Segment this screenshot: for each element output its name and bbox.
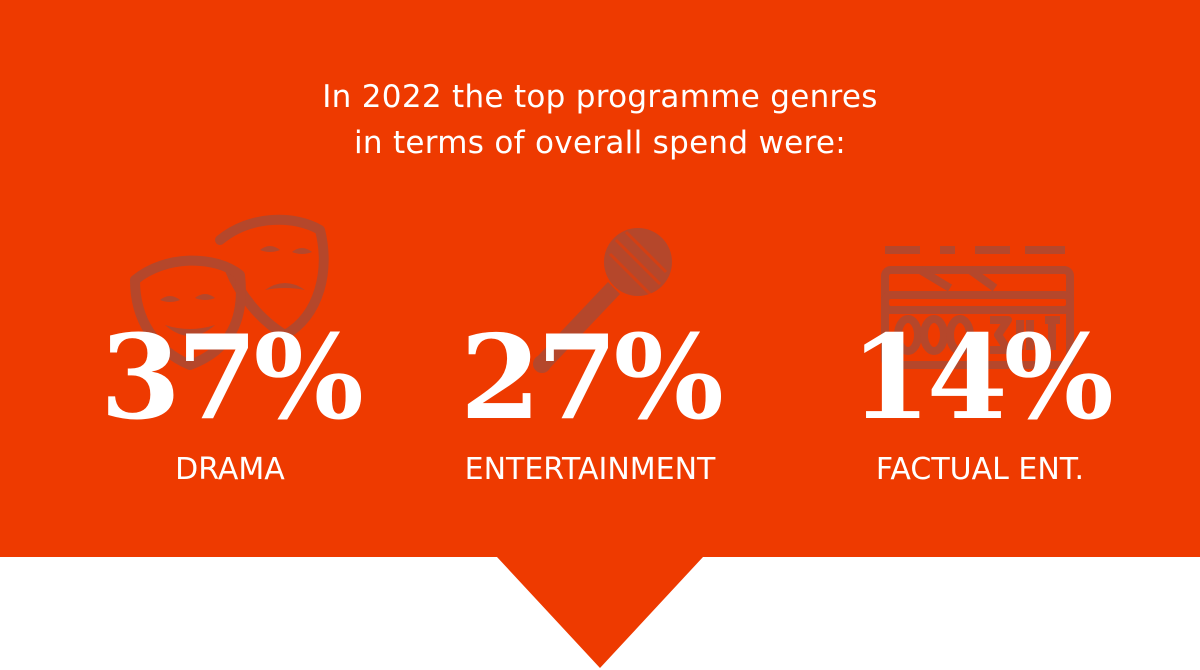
stat-label: ENTERTAINMENT (464, 452, 716, 487)
microphone-icon (533, 228, 672, 373)
stat-drama: 37% DRAMA (40, 180, 420, 500)
heading-line-2: in terms of overall spend were: (353, 125, 847, 161)
stat-value: 27% (460, 310, 724, 446)
stat-factual-ent: 14% FACTUAL ENT. (790, 180, 1170, 500)
scoreboard-icon (881, 246, 1074, 369)
stat-label: FACTUAL ENT. (875, 452, 1085, 487)
heading: In 2022 the top programme genres in term… (0, 74, 1200, 166)
stat-label: DRAMA (175, 452, 285, 487)
stat-entertainment: 27% ENTERTAINMENT (400, 180, 780, 500)
stat-value: 14% (850, 310, 1114, 446)
stat-value: 37% (100, 310, 364, 446)
heading-line-1: In 2022 the top programme genres (322, 79, 878, 115)
theatre-masks-icon (130, 214, 329, 370)
